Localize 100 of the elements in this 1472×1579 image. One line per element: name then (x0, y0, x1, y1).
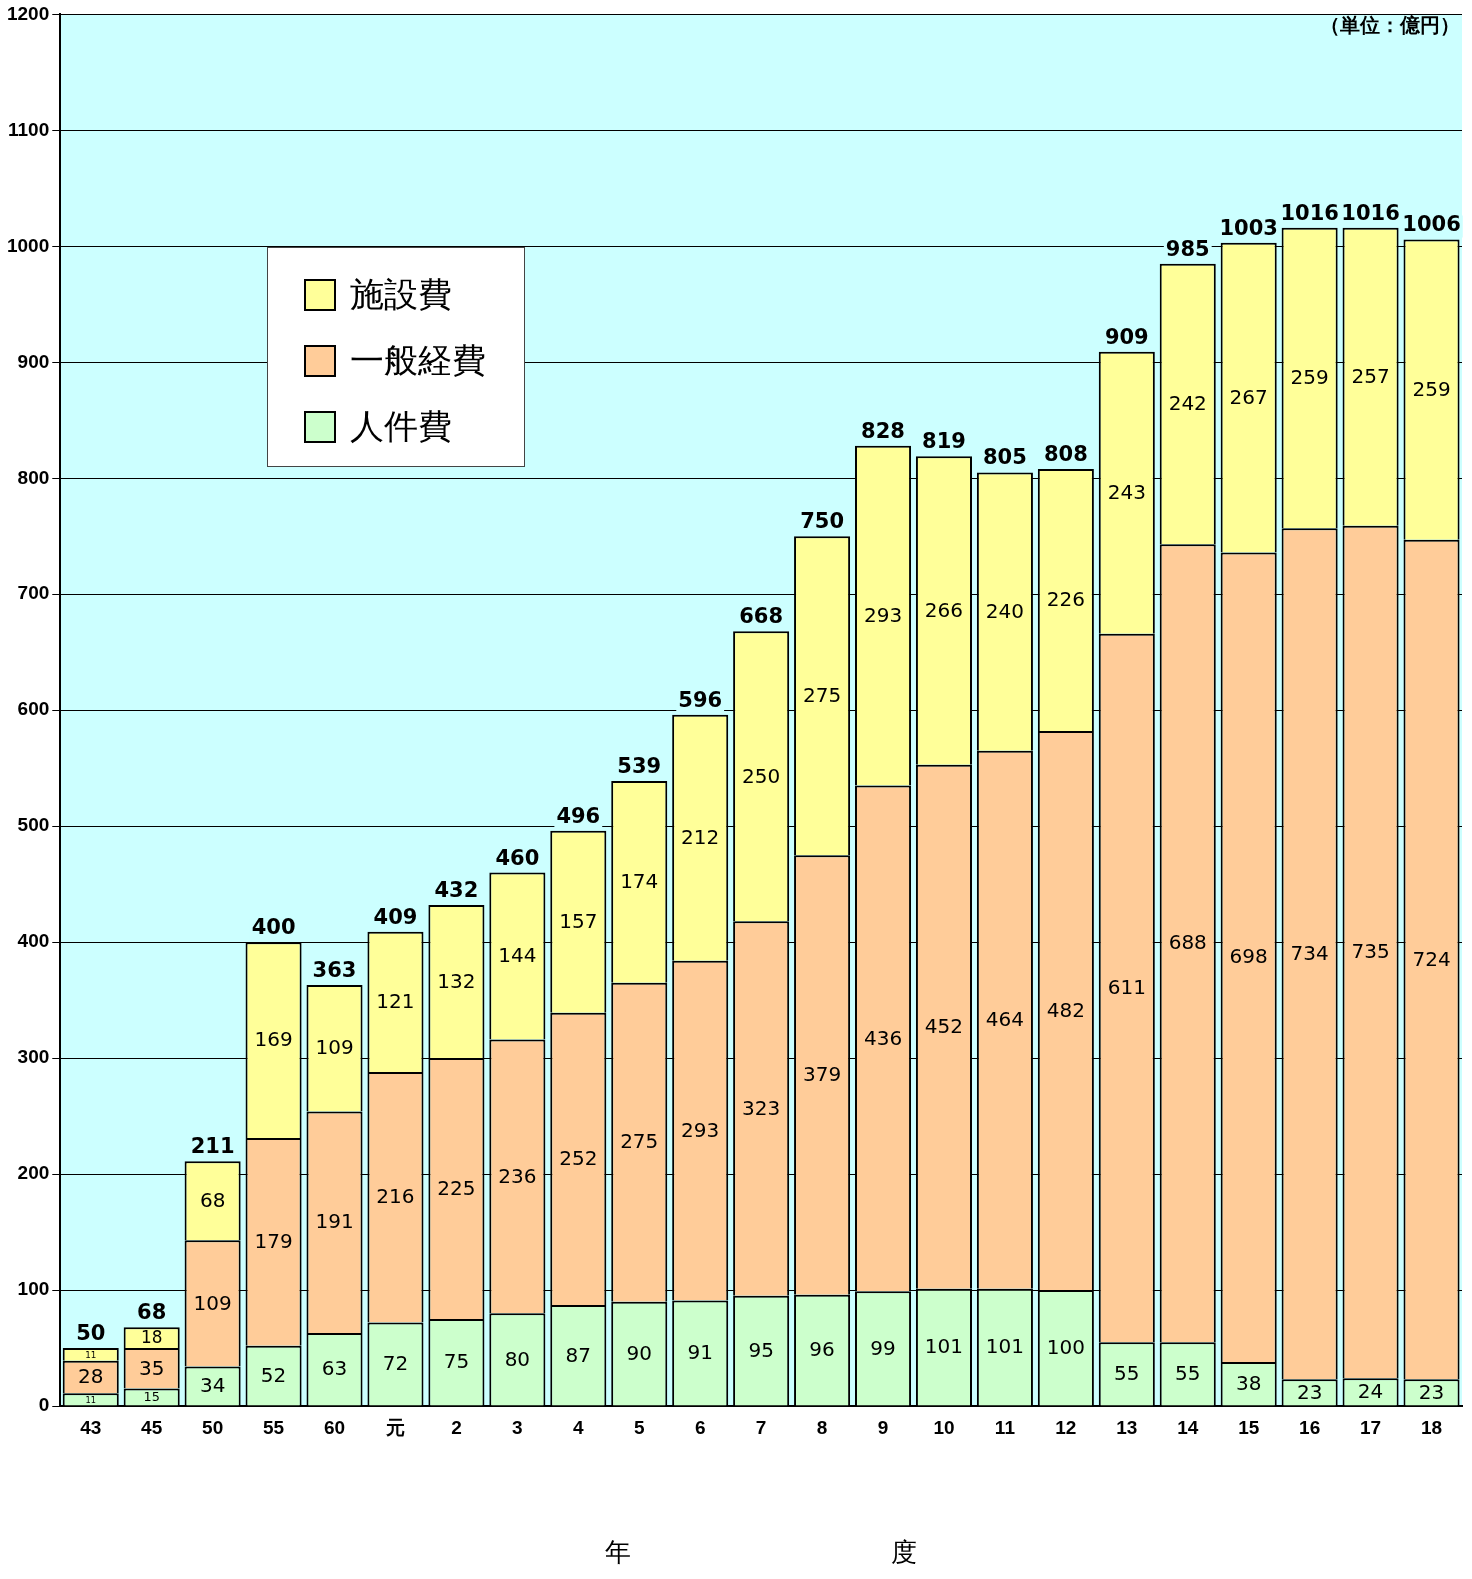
x-tick-label: 60 (323, 1416, 346, 1438)
data-label: 109 (315, 1035, 354, 1060)
data-label: 275 (802, 682, 842, 707)
total-label: 1016 (1280, 200, 1339, 225)
data-label: 169 (254, 1027, 293, 1052)
data-label: 735 (1351, 939, 1390, 964)
data-label: 191 (315, 1209, 354, 1234)
data-label: 75 (443, 1349, 470, 1374)
x-tick-label: 13 (1116, 1416, 1138, 1438)
total-label: 805 (982, 445, 1027, 470)
data-label: 724 (1412, 946, 1451, 971)
x-tick-label: 55 (263, 1416, 285, 1438)
total-label: 400 (251, 915, 296, 940)
x-tick-label: 17 (1360, 1416, 1382, 1438)
data-label: 250 (742, 763, 781, 788)
x-tick-label: 45 (141, 1416, 163, 1438)
data-label: 734 (1290, 940, 1329, 965)
x-tick-label: 7 (755, 1416, 767, 1438)
x-tick-label: 50 (202, 1416, 224, 1438)
x-axis-title: 年 度 (605, 1536, 918, 1567)
data-label: 266 (924, 597, 964, 622)
data-label: 259 (1412, 376, 1451, 401)
total-label: 819 (922, 429, 966, 454)
total-label: 808 (1043, 441, 1088, 466)
data-label: 28 (78, 1364, 104, 1389)
x-tick-label: 11 (994, 1416, 1016, 1438)
legend-label: 施設費 (350, 273, 452, 316)
data-label: 72 (382, 1351, 409, 1376)
data-label: 240 (985, 598, 1025, 623)
total-label: 909 (1104, 324, 1149, 349)
total-label: 211 (190, 1134, 235, 1159)
total-label: 828 (861, 418, 905, 443)
data-label: 293 (681, 1117, 720, 1142)
data-label: 95 (748, 1337, 774, 1362)
x-tick-label: 8 (816, 1416, 828, 1438)
data-label: 257 (1351, 364, 1390, 388)
data-label: 452 (924, 1013, 964, 1038)
total-label: 432 (434, 877, 479, 902)
data-label: 216 (376, 1184, 415, 1209)
data-label: 35 (138, 1355, 165, 1380)
data-label: 252 (559, 1146, 598, 1171)
data-label: 34 (199, 1373, 226, 1398)
data-label: 63 (321, 1356, 348, 1381)
data-label: 464 (985, 1007, 1025, 1032)
data-label: 275 (620, 1129, 659, 1154)
x-tick-label: 9 (877, 1416, 889, 1438)
data-label: 90 (626, 1340, 652, 1365)
y-tick-label: 400 (17, 930, 50, 952)
data-label: 267 (1229, 384, 1268, 409)
data-label: 174 (620, 869, 659, 894)
data-label: 243 (1107, 479, 1146, 504)
data-label: 212 (681, 824, 720, 849)
y-tick-label: 100 (17, 1278, 50, 1300)
total-label: 539 (617, 753, 662, 778)
y-tick-label: 1200 (6, 2, 50, 24)
legend-label: 人件費 (350, 405, 452, 448)
total-label: 668 (739, 604, 784, 629)
data-label: 100 (1046, 1334, 1085, 1359)
y-tick-label: 1000 (6, 234, 50, 256)
x-tick-label: 6 (694, 1416, 706, 1438)
data-label: 242 (1168, 391, 1207, 416)
data-label: 436 (863, 1025, 903, 1050)
total-label: 750 (800, 509, 844, 534)
data-label: 23 (1418, 1379, 1445, 1404)
annotation: （単位：億円） (1320, 12, 1460, 37)
x-tick-label: 3 (512, 1416, 523, 1438)
data-label: 55 (1114, 1361, 1140, 1386)
x-tick-label: 12 (1055, 1416, 1077, 1438)
data-label: 68 (199, 1187, 226, 1212)
y-tick-label: 600 (17, 698, 50, 720)
x-tick-label: 14 (1177, 1416, 1199, 1438)
total-label: 363 (312, 957, 357, 982)
data-label: 80 (504, 1346, 531, 1371)
x-tick-label: 18 (1420, 1416, 1443, 1438)
data-label: 226 (1046, 587, 1085, 612)
data-label: 121 (376, 989, 415, 1014)
data-label: 96 (809, 1337, 835, 1362)
total-label: 496 (556, 803, 601, 828)
data-label: 293 (863, 602, 903, 627)
data-label: 91 (687, 1340, 713, 1365)
data-label: 236 (498, 1163, 537, 1188)
legend-label: 一般経費 (350, 339, 486, 382)
y-tick-label: 500 (17, 814, 50, 836)
y-tick-label: 1100 (8, 118, 50, 140)
data-label: 11 (85, 1349, 97, 1360)
y-tick-label: 900 (17, 350, 50, 372)
total-label: 1003 (1219, 215, 1278, 240)
data-label: 611 (1107, 975, 1146, 1000)
data-label: 101 (985, 1334, 1025, 1359)
total-label: 1006 (1402, 212, 1461, 237)
x-tick-label: 2 (451, 1416, 462, 1438)
y-tick-label: 300 (17, 1046, 50, 1068)
data-label: 23 (1296, 1379, 1323, 1404)
y-tick-label: 800 (17, 466, 50, 488)
data-label: 323 (742, 1095, 781, 1120)
y-tick-label: 0 (38, 1394, 50, 1416)
data-label: 18 (140, 1326, 163, 1347)
data-label: 38 (1235, 1370, 1262, 1395)
total-label: 50 (76, 1320, 106, 1345)
data-label: 15 (143, 1389, 160, 1405)
